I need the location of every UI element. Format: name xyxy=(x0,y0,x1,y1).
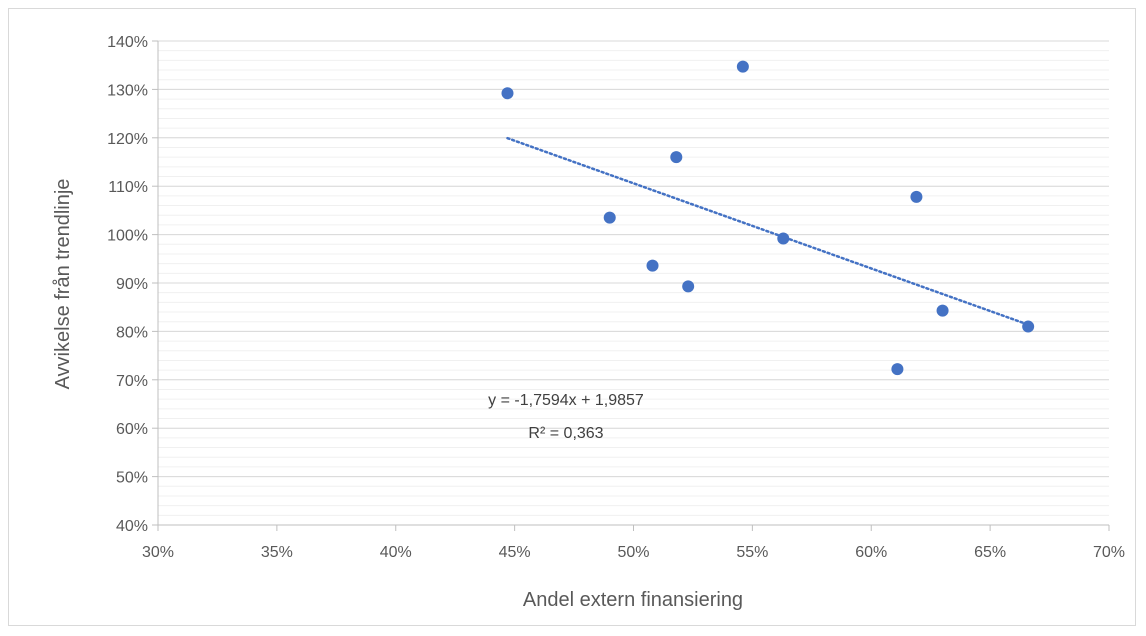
x-axis-title: Andel extern finansiering xyxy=(523,589,743,611)
x-tick-label: 35% xyxy=(261,544,293,561)
y-tick-label: 60% xyxy=(116,421,148,438)
x-tick-label: 70% xyxy=(1093,544,1125,561)
y-tick-label: 100% xyxy=(107,228,148,245)
y-axis-title: Avvikelse från trendlinje xyxy=(52,179,74,390)
y-tick-label: 140% xyxy=(107,34,148,51)
data-point xyxy=(891,363,904,376)
y-tick-label: 110% xyxy=(108,179,148,196)
x-tick-label: 60% xyxy=(855,544,887,561)
trendline xyxy=(506,136,1030,326)
y-tick-label: 130% xyxy=(107,82,148,99)
data-point xyxy=(682,280,695,293)
y-tick-label: 90% xyxy=(116,276,148,293)
data-point xyxy=(736,60,749,73)
data-point xyxy=(910,190,923,203)
data-points xyxy=(501,60,1035,376)
data-point xyxy=(603,211,616,224)
data-point xyxy=(501,87,514,100)
data-point xyxy=(936,304,949,317)
trendline-r-squared: R² = 0,363 xyxy=(528,425,603,442)
x-tick-label: 65% xyxy=(974,544,1006,561)
x-tick-labels: 30% 35% 40% 45% 50% 55% 60% 65% 70% xyxy=(142,544,1125,561)
x-tick-label: 30% xyxy=(142,544,174,561)
x-tick-label: 50% xyxy=(617,544,649,561)
y-tick-label: 50% xyxy=(116,470,148,487)
x-tick-label: 55% xyxy=(736,544,768,561)
y-tick-label: 40% xyxy=(116,518,148,535)
data-point xyxy=(646,259,659,272)
data-point xyxy=(670,151,683,164)
x-tick-label: 40% xyxy=(380,544,412,561)
y-tick-label: 120% xyxy=(107,131,148,148)
major-gridlines xyxy=(158,40,1109,526)
axes xyxy=(152,40,1110,531)
trendline-equation: y = -1,7594x + 1,9857 xyxy=(488,392,644,409)
trendline-group xyxy=(506,136,1030,326)
y-tick-label: 80% xyxy=(116,324,148,341)
y-tick-label: 70% xyxy=(116,373,148,390)
data-point xyxy=(1022,320,1035,333)
y-tick-labels: 40% 50% 60% 70% 80% 90% 100% 110% 120% 130% 140% xyxy=(107,34,148,535)
chart-frame xyxy=(8,8,1136,626)
x-tick-label: 45% xyxy=(499,544,531,561)
data-point xyxy=(777,232,790,245)
